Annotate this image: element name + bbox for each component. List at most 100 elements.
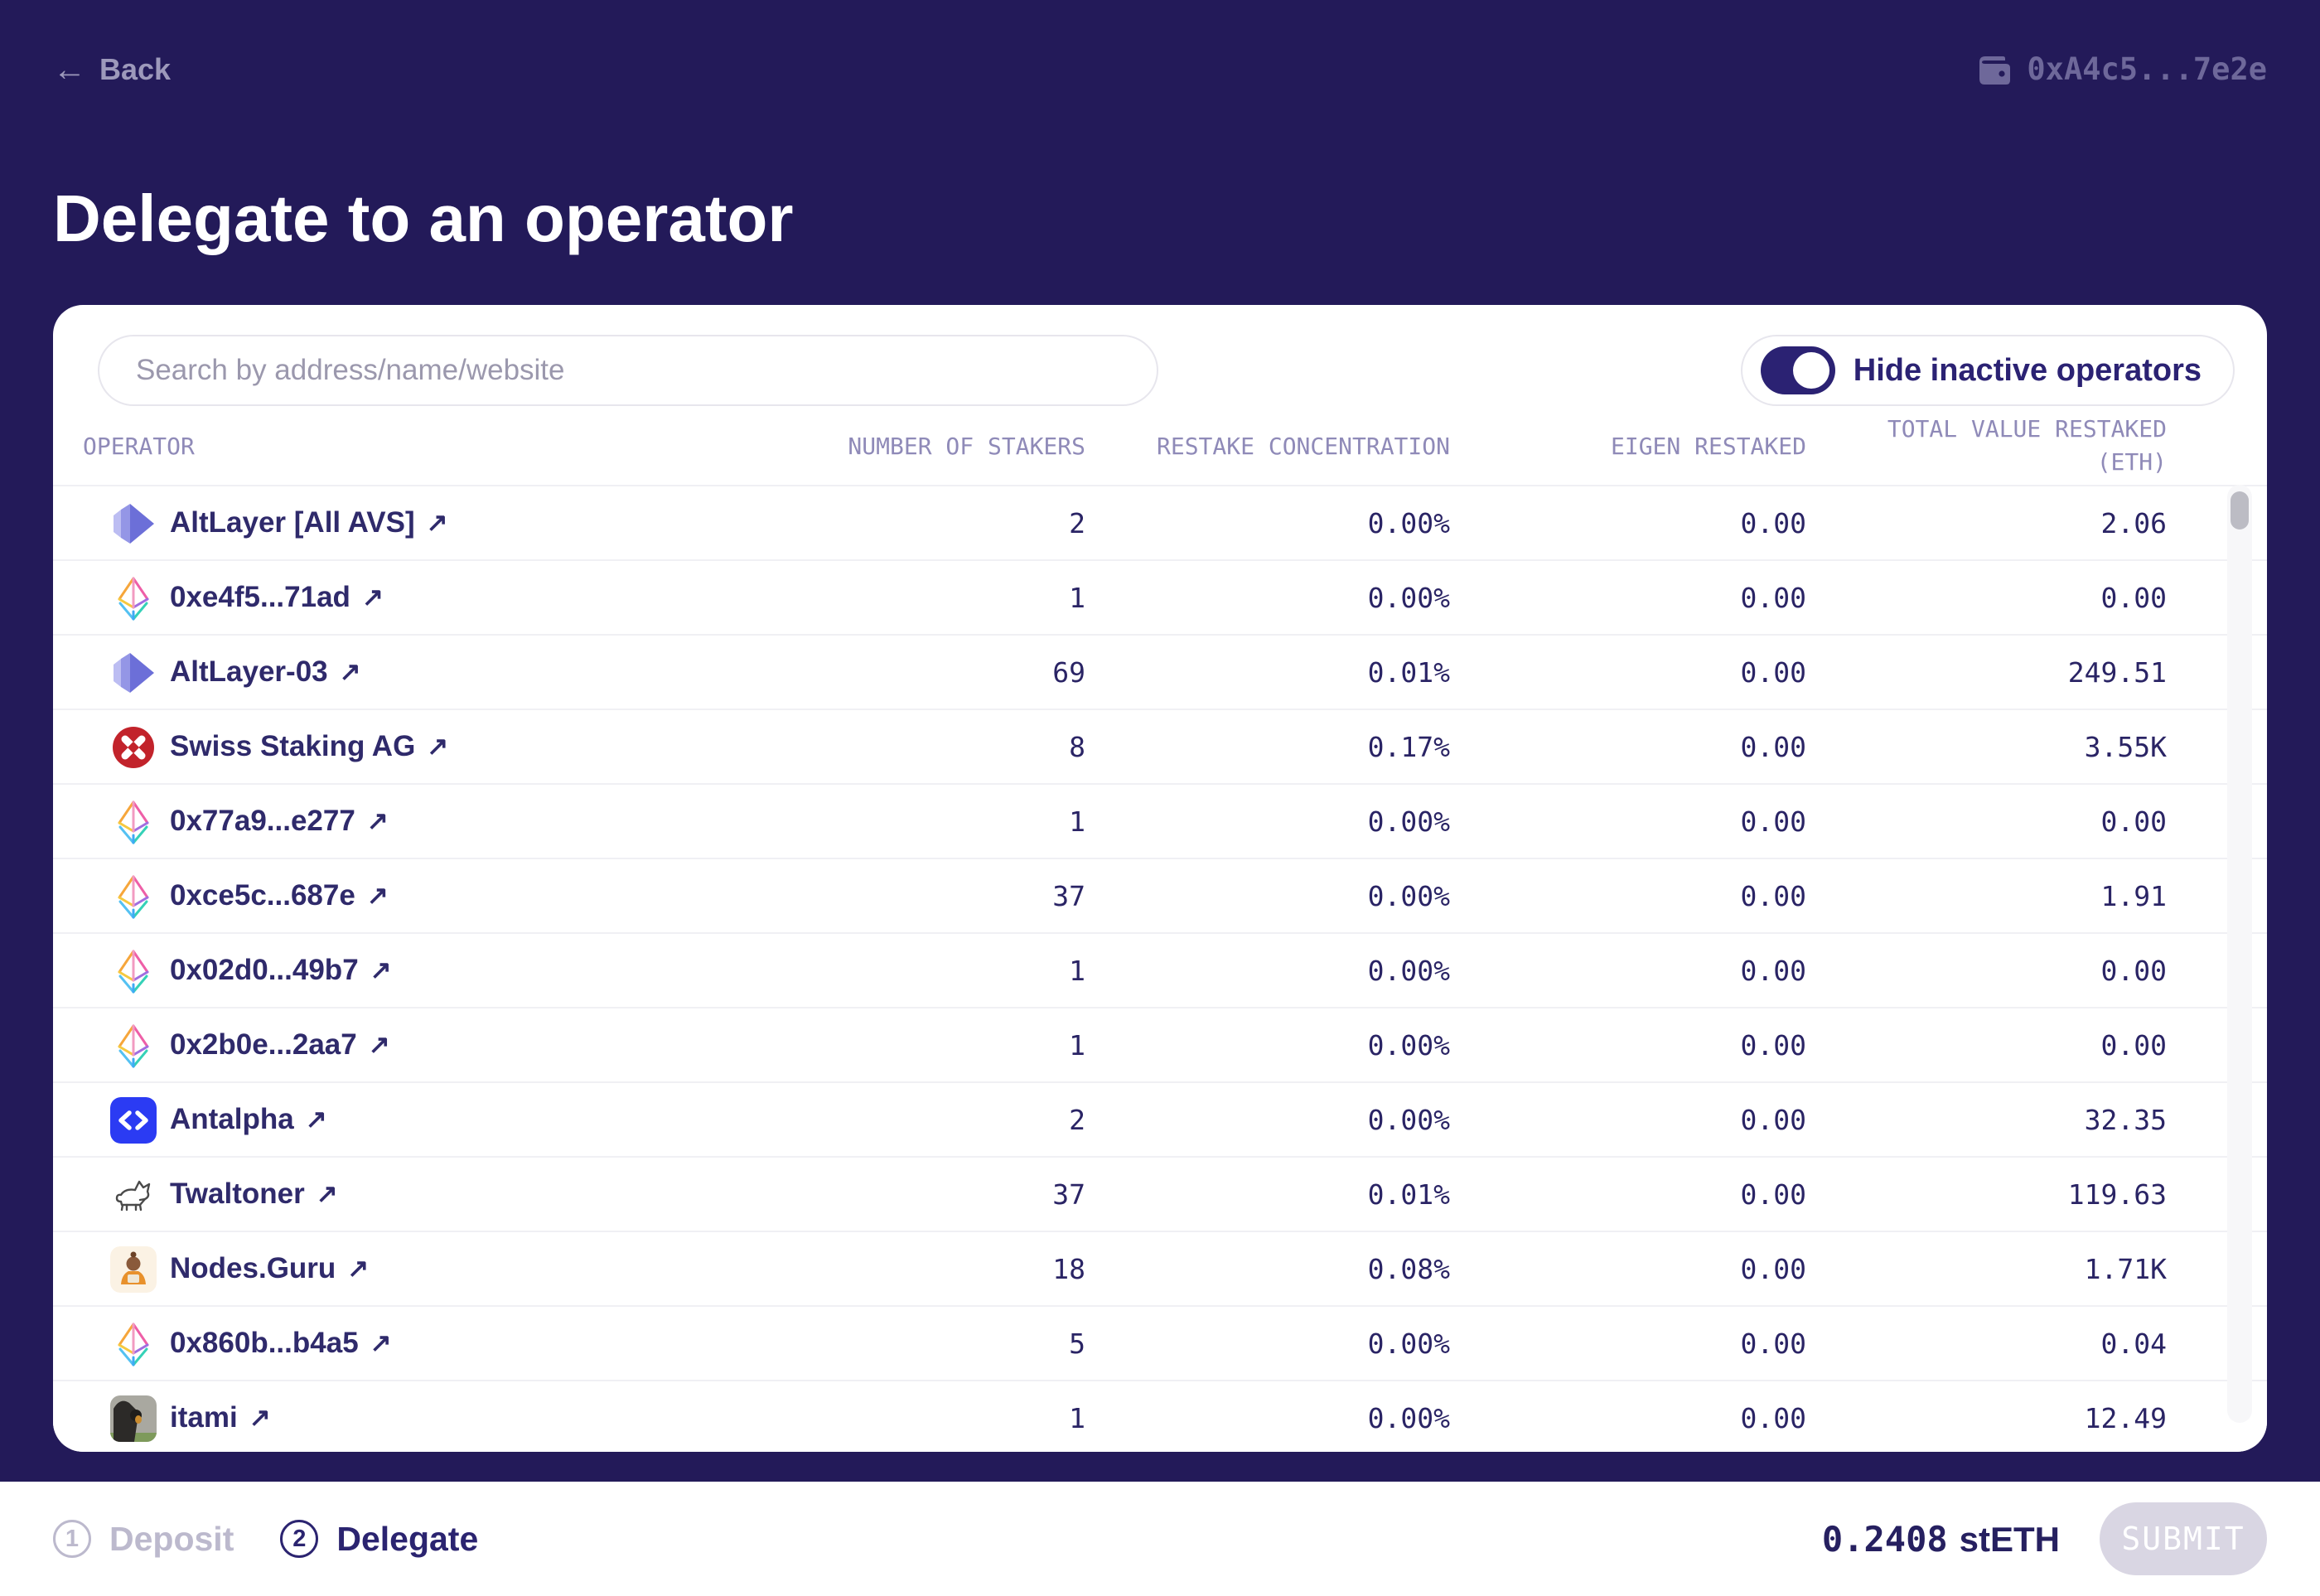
operator-name: 0x2b0e...2aa7 bbox=[170, 1028, 357, 1061]
external-link-icon[interactable]: ↗ bbox=[368, 1030, 390, 1059]
concentration-value: 0.00% bbox=[1367, 1401, 1450, 1434]
stakers-value: 8 bbox=[1069, 730, 1085, 763]
balance-amount: 0.2408 bbox=[1821, 1518, 1948, 1560]
total-value: 1.91 bbox=[2100, 879, 2167, 912]
total-value: 0.04 bbox=[2100, 1327, 2167, 1360]
step-deposit[interactable]: 1 Deposit bbox=[53, 1520, 234, 1559]
eigen-value: 0.00 bbox=[1740, 1327, 1806, 1360]
stakers-value: 2 bbox=[1069, 1103, 1085, 1136]
external-link-icon[interactable]: ↗ bbox=[305, 1105, 327, 1134]
concentration-value: 0.00% bbox=[1367, 581, 1450, 614]
wallet-address: 0xA4c5...7e2e bbox=[2027, 51, 2267, 87]
wallet-chip[interactable]: 0xA4c5...7e2e bbox=[1975, 51, 2267, 87]
total-value: 119.63 bbox=[2067, 1178, 2167, 1211]
concentration-value: 0.01% bbox=[1367, 655, 1450, 689]
table-row[interactable]: Antalpha ↗ 2 0.00% 0.00 32.35 bbox=[53, 1081, 2267, 1156]
operator-name: AltLayer-03 bbox=[170, 655, 328, 688]
column-header-eigen: EIGEN RESTAKED bbox=[1610, 433, 1806, 460]
table-row[interactable]: 0x860b...b4a5 ↗ 5 0.00% 0.00 0.04 bbox=[53, 1305, 2267, 1380]
table-row[interactable]: Twaltoner ↗ 37 0.01% 0.00 119.63 bbox=[53, 1156, 2267, 1231]
stakers-value: 37 bbox=[1052, 1178, 1085, 1211]
top-bar: ← Back 0xA4c5...7e2e bbox=[53, 51, 2267, 87]
external-link-icon[interactable]: ↗ bbox=[339, 657, 361, 686]
external-link-icon[interactable]: ↗ bbox=[426, 508, 448, 537]
submit-button[interactable]: SUBMIT bbox=[2100, 1502, 2267, 1575]
eth-diamond-logo bbox=[110, 575, 157, 621]
operator-name: 0xe4f5...71ad bbox=[170, 581, 350, 613]
eigen-value: 0.00 bbox=[1740, 1252, 1806, 1285]
scrollbar-thumb[interactable] bbox=[2231, 491, 2249, 530]
scrollbar-track[interactable] bbox=[2227, 485, 2252, 1423]
toggle-switch-icon bbox=[1760, 346, 1835, 394]
stakers-value: 69 bbox=[1052, 655, 1085, 689]
external-link-icon[interactable]: ↗ bbox=[370, 1328, 392, 1357]
stakers-value: 1 bbox=[1069, 581, 1085, 614]
table-row[interactable]: itami ↗ 1 0.00% 0.00 12.49 bbox=[53, 1380, 2267, 1452]
concentration-value: 0.01% bbox=[1367, 1178, 1450, 1211]
footer-right: 0.2408 stETH SUBMIT bbox=[1822, 1502, 2267, 1575]
table-row[interactable]: 0x02d0...49b7 ↗ 1 0.00% 0.00 0.00 bbox=[53, 932, 2267, 1007]
external-link-icon[interactable]: ↗ bbox=[370, 955, 392, 984]
eigen-value: 0.00 bbox=[1740, 655, 1806, 689]
column-header-total: TOTAL VALUE RESTAKED (ETH) bbox=[1887, 415, 2167, 476]
stakers-value: 37 bbox=[1052, 879, 1085, 912]
total-value: 0.00 bbox=[2100, 1028, 2167, 1062]
eigen-value: 0.00 bbox=[1740, 954, 1806, 987]
concentration-value: 0.00% bbox=[1367, 506, 1450, 539]
table-row[interactable]: AltLayer [All AVS] ↗ 2 0.00% 0.00 2.06 bbox=[53, 485, 2267, 559]
operator-name: 0xce5c...687e bbox=[170, 879, 355, 912]
external-link-icon[interactable]: ↗ bbox=[347, 1254, 370, 1283]
operator-name: itami bbox=[170, 1401, 238, 1434]
operator-table-body: AltLayer [All AVS] ↗ 2 0.00% 0.00 2.06 0… bbox=[53, 485, 2267, 1452]
altlayer-logo bbox=[110, 501, 157, 547]
column-header-operator: OPERATOR bbox=[83, 433, 195, 460]
operator-name: Nodes.Guru bbox=[170, 1252, 336, 1284]
table-row[interactable]: 0x77a9...e277 ↗ 1 0.00% 0.00 0.00 bbox=[53, 783, 2267, 858]
eth-diamond-logo bbox=[110, 948, 157, 994]
balance-token: stETH bbox=[1959, 1519, 2060, 1559]
eth-diamond-logo bbox=[110, 1023, 157, 1069]
back-button[interactable]: ← Back bbox=[53, 52, 171, 87]
operator-name: Swiss Staking AG bbox=[170, 730, 416, 762]
stakers-value: 1 bbox=[1069, 1401, 1085, 1434]
stakers-value: 1 bbox=[1069, 1028, 1085, 1062]
stakers-value: 18 bbox=[1052, 1252, 1085, 1285]
table-row[interactable]: AltLayer-03 ↗ 69 0.01% 0.00 249.51 bbox=[53, 634, 2267, 709]
concentration-value: 0.00% bbox=[1367, 1327, 1450, 1360]
table-row[interactable]: 0xce5c...687e ↗ 37 0.00% 0.00 1.91 bbox=[53, 858, 2267, 932]
eigen-value: 0.00 bbox=[1740, 879, 1806, 912]
back-arrow-icon: ← bbox=[53, 51, 86, 88]
external-link-icon[interactable]: ↗ bbox=[427, 732, 449, 761]
table-row[interactable]: Nodes.Guru ↗ 18 0.08% 0.00 1.71K bbox=[53, 1231, 2267, 1305]
step-1-label: Deposit bbox=[109, 1519, 234, 1558]
operator-name: AltLayer [All AVS] bbox=[170, 506, 415, 539]
external-link-icon[interactable]: ↗ bbox=[249, 1403, 271, 1432]
search-input[interactable] bbox=[98, 335, 1158, 406]
external-link-icon[interactable]: ↗ bbox=[366, 881, 389, 910]
table-row[interactable]: 0x2b0e...2aa7 ↗ 1 0.00% 0.00 0.00 bbox=[53, 1007, 2267, 1081]
page-title: Delegate to an operator bbox=[53, 181, 794, 255]
operator-card: Hide inactive operators OPERATOR NUMBER … bbox=[53, 305, 2267, 1452]
external-link-icon[interactable]: ↗ bbox=[361, 583, 384, 612]
step-indicator: 1 Deposit 2 Delegate bbox=[53, 1520, 478, 1559]
step-2-label: Delegate bbox=[336, 1519, 479, 1558]
concentration-value: 0.08% bbox=[1367, 1252, 1450, 1285]
balance: 0.2408 stETH bbox=[1822, 1519, 2060, 1560]
table-row[interactable]: 0xe4f5...71ad ↗ 1 0.00% 0.00 0.00 bbox=[53, 559, 2267, 634]
concentration-value: 0.00% bbox=[1367, 954, 1450, 987]
table-row[interactable]: Swiss Staking AG ↗ 8 0.17% 0.00 3.55K bbox=[53, 709, 2267, 783]
stakers-value: 1 bbox=[1069, 954, 1085, 987]
antalpha-logo bbox=[110, 1097, 157, 1144]
step-delegate[interactable]: 2 Delegate bbox=[280, 1520, 478, 1559]
eigen-value: 0.00 bbox=[1740, 1401, 1806, 1434]
eigen-value: 0.00 bbox=[1740, 1028, 1806, 1062]
hide-inactive-toggle[interactable]: Hide inactive operators bbox=[1740, 335, 2235, 406]
total-value: 0.00 bbox=[2100, 805, 2167, 838]
twaltoner-logo bbox=[110, 1172, 157, 1218]
concentration-value: 0.00% bbox=[1367, 805, 1450, 838]
concentration-value: 0.00% bbox=[1367, 879, 1450, 912]
stakers-value: 5 bbox=[1069, 1327, 1085, 1360]
external-link-icon[interactable]: ↗ bbox=[366, 806, 389, 835]
external-link-icon[interactable]: ↗ bbox=[316, 1179, 338, 1208]
total-value: 2.06 bbox=[2100, 506, 2167, 539]
